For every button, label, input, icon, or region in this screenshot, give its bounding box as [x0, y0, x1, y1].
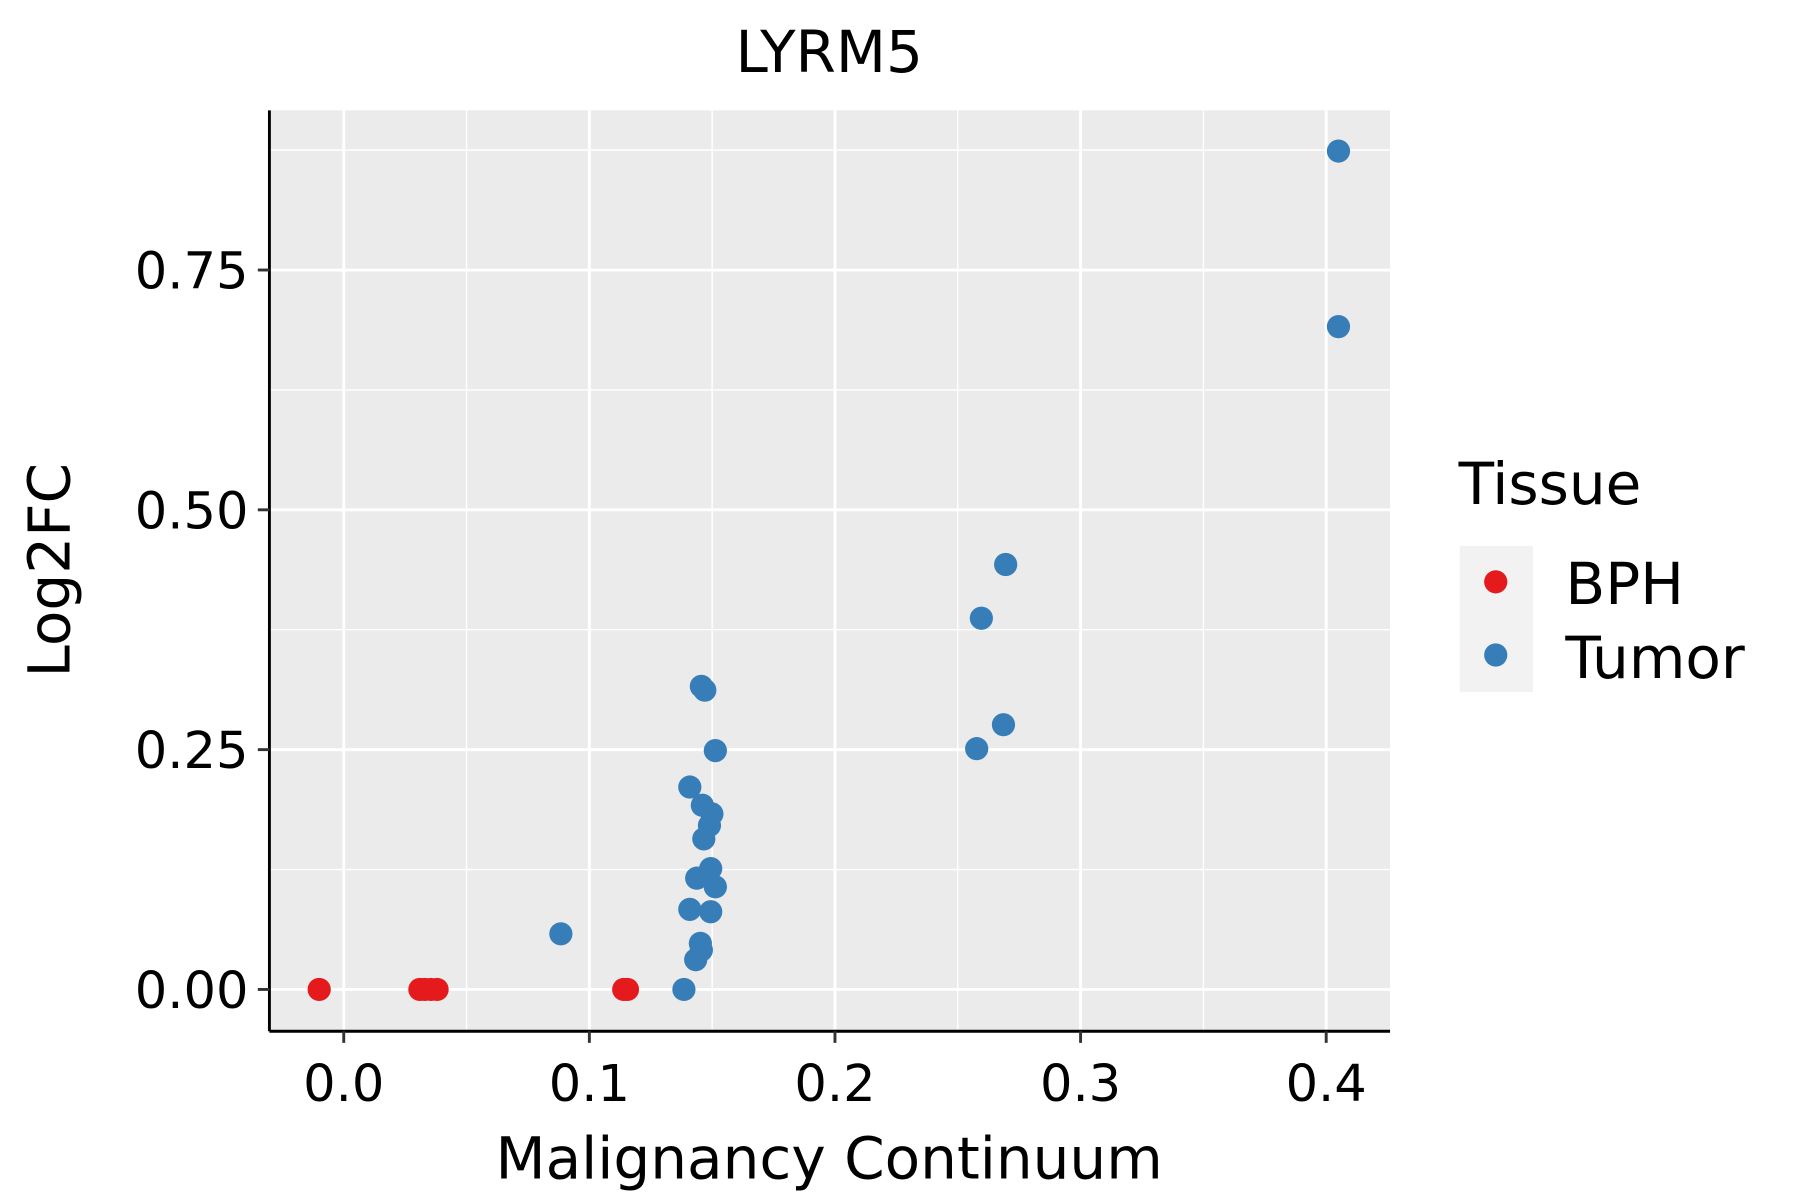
point-tumor [1326, 315, 1351, 339]
point-tumor [703, 875, 727, 899]
point-bph [425, 977, 449, 1002]
chart-title: LYRM5 [735, 18, 922, 86]
x-tick-label: 0.4 [1286, 1055, 1367, 1114]
point-tumor [678, 897, 702, 921]
point-tumor [672, 977, 696, 1002]
point-tumor [969, 606, 993, 630]
y-tick-label: 0.75 [135, 243, 249, 302]
data-points [307, 139, 1351, 1002]
x-tick-label: 0.1 [549, 1055, 630, 1114]
point-tumor [685, 866, 709, 890]
legend: Tissue BPH Tumor [1458, 450, 1745, 692]
x-axis-label: Malignancy Continuum [496, 1125, 1163, 1193]
point-tumor [699, 900, 723, 924]
y-axis-label: Log2FC [16, 463, 84, 678]
grid-lines [269, 110, 1391, 1032]
legend-label-tumor: Tumor [1564, 624, 1744, 692]
legend-key-bph [1484, 570, 1508, 594]
y-tick-label: 0.50 [135, 482, 249, 541]
point-bph [615, 977, 640, 1002]
y-tick-label: 0.00 [135, 962, 249, 1021]
point-tumor [703, 738, 727, 763]
x-tick-label: 0.2 [794, 1055, 875, 1114]
point-tumor [994, 552, 1018, 577]
legend-key-background [1459, 545, 1533, 693]
legend-title: Tissue [1458, 450, 1642, 518]
point-bph [307, 977, 331, 1002]
point-tumor [693, 678, 717, 702]
y-tick-label: 0.25 [135, 722, 249, 781]
plot-panel [269, 110, 1391, 1032]
point-tumor [678, 775, 702, 799]
point-tumor [965, 737, 989, 761]
point-tumor [549, 922, 573, 946]
point-tumor [1326, 139, 1351, 163]
legend-key-tumor [1484, 643, 1508, 667]
point-tumor [684, 948, 708, 972]
x-tick-label: 0.3 [1040, 1055, 1121, 1114]
point-tumor [991, 713, 1016, 737]
axis-ticks: 0.0 0.1 0.2 0.3 0.4 0.00 0.25 0.50 0.75 [135, 243, 1367, 1114]
legend-label-bph: BPH [1565, 550, 1683, 618]
point-tumor [692, 827, 716, 851]
x-tick-label: 0.0 [303, 1055, 384, 1114]
